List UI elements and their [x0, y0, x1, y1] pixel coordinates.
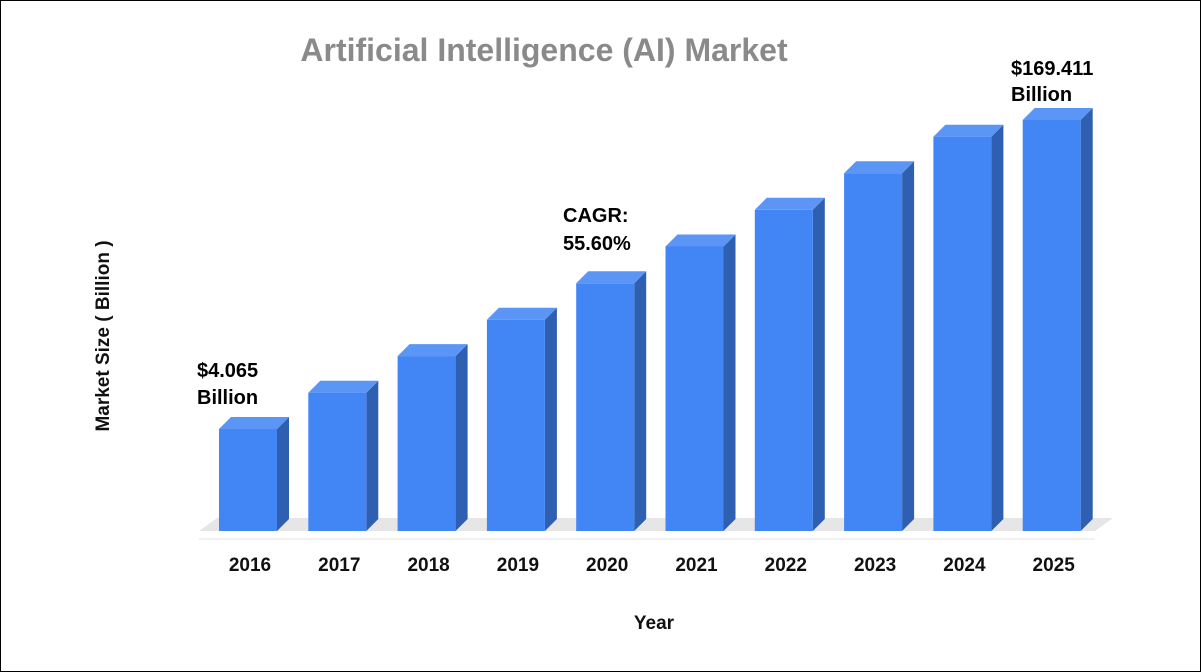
bar-2018 [397, 344, 468, 531]
bar-top-2022 [754, 197, 825, 210]
bar-side-2024 [991, 124, 1004, 531]
bar-2016 [219, 417, 289, 531]
bar-2020 [576, 271, 647, 531]
bar-top-2025 [1022, 108, 1093, 120]
bar-front-2020 [576, 283, 635, 531]
annotation-start-line-2: Billion [197, 387, 258, 409]
bar-2022 [754, 197, 825, 531]
annotation-cagr: CAGR: 55.60% [563, 205, 634, 255]
bar-side-2021 [723, 234, 736, 531]
x-tick-2016: 2016 [229, 555, 271, 576]
bar-top-2020 [576, 271, 647, 284]
bar-top-2024 [933, 124, 1004, 137]
bar-2021 [665, 234, 736, 531]
x-tick-2017: 2017 [318, 555, 360, 576]
bar-2024 [933, 124, 1004, 531]
annotation-cagr-line-1: CAGR: [563, 205, 629, 227]
bar-top-2019 [486, 307, 557, 320]
bar-front-2016 [219, 429, 277, 531]
bar-side-2019 [544, 307, 557, 531]
bar-2017 [308, 380, 379, 531]
bar-side-2022 [812, 197, 825, 531]
x-tick-2022: 2022 [765, 555, 807, 576]
bar-front-2017 [308, 392, 367, 531]
bar-front-2021 [665, 246, 724, 531]
bar-2025 [1022, 108, 1093, 531]
bar-side-2018 [455, 344, 468, 531]
bar-2019 [486, 307, 557, 531]
bar-front-2024 [933, 136, 992, 531]
annotation-start-value: $4.065 Billion [197, 360, 264, 409]
bar-front-2025 [1022, 120, 1081, 531]
x-tick-2020: 2020 [586, 555, 628, 576]
annotation-end-line-1: $169.411 [1011, 58, 1093, 80]
bar-top-2023 [844, 161, 915, 174]
bars-group [219, 108, 1093, 531]
annotation-cagr-line-2: 55.60% [563, 233, 631, 255]
x-tick-2025: 2025 [1033, 555, 1076, 576]
bar-side-2025 [1080, 108, 1093, 531]
annotation-end-line-2: Billion [1011, 84, 1072, 106]
bar-top-2016 [219, 417, 289, 429]
chart-title: Artificial Intelligence (AI) Market [300, 32, 788, 68]
bar-top-2018 [397, 344, 468, 357]
bar-top-2021 [665, 234, 736, 247]
bar-front-2019 [486, 319, 545, 531]
annotation-end-value: $169.411 Billion [1011, 58, 1099, 106]
bar-2023 [844, 161, 915, 531]
x-tick-labels: 2016 2017 2018 2019 2020 2021 2022 2023 2024 2025 [229, 555, 1075, 576]
bar-side-2020 [634, 271, 647, 531]
bar-front-2022 [754, 209, 813, 531]
y-axis-label: Market Size ( Billion ) [93, 240, 114, 431]
bar-side-2023 [902, 161, 915, 531]
annotation-start-line-1: $4.065 [197, 360, 258, 382]
x-tick-2024: 2024 [943, 555, 986, 576]
bar-side-2016 [277, 417, 289, 531]
bar-top-2017 [308, 380, 379, 393]
bar-side-2017 [366, 380, 379, 531]
x-tick-2023: 2023 [854, 555, 896, 576]
x-tick-2018: 2018 [407, 555, 449, 576]
x-tick-2019: 2019 [497, 555, 539, 576]
bar-front-2018 [397, 356, 456, 531]
bar-front-2023 [844, 173, 903, 531]
x-tick-2021: 2021 [675, 555, 718, 576]
x-axis-label: Year [634, 613, 675, 634]
